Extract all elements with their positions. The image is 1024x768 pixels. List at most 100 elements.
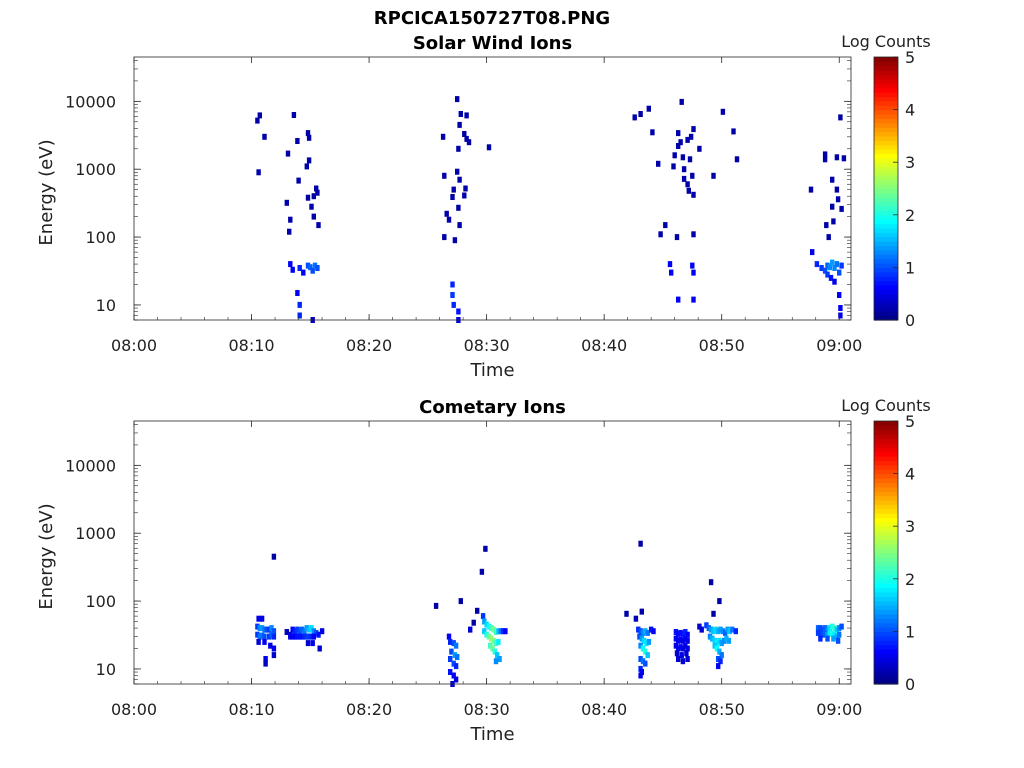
data-cell (830, 203, 835, 210)
data-cell (288, 261, 293, 268)
data-cell (831, 635, 836, 642)
data-cell (832, 278, 837, 285)
colorbar-segment (874, 556, 898, 562)
colorbar-segment (874, 210, 898, 216)
data-cell (684, 650, 689, 657)
data-cell (650, 129, 655, 136)
data-cell (271, 633, 277, 640)
x-tick-label: 08:50 (699, 700, 745, 719)
data-cell (475, 607, 480, 614)
data-cell (638, 672, 643, 679)
data-cell (288, 216, 293, 223)
data-cell (632, 114, 637, 121)
data-cell (311, 213, 316, 220)
data-cell (685, 645, 690, 652)
data-cell (667, 261, 673, 268)
data-cell (711, 172, 716, 179)
data-cell (645, 652, 650, 659)
data-cell (825, 271, 830, 278)
data-cell (259, 632, 265, 639)
colorbar-segment (874, 249, 898, 255)
data-cell (646, 105, 651, 112)
data-cell (306, 626, 312, 633)
data-cell (672, 152, 677, 159)
colorbar-segment (874, 517, 898, 523)
data-cell (663, 222, 668, 229)
data-cell (311, 628, 316, 635)
data-cell (452, 237, 458, 244)
data-cell (271, 652, 277, 659)
colorbar-segment (874, 486, 898, 492)
data-cell (263, 660, 268, 667)
data-cell (271, 628, 277, 635)
data-cell (680, 637, 686, 644)
data-cell (440, 133, 446, 140)
colorbar-segment (874, 600, 898, 606)
data-cell (719, 640, 724, 647)
data-cell (456, 308, 461, 315)
data-cell (834, 633, 840, 640)
data-cell (834, 261, 840, 268)
data-cell (676, 645, 681, 652)
x-tick-label: 09:00 (816, 336, 862, 355)
data-cell (640, 629, 646, 636)
data-cell (673, 635, 679, 642)
data-cell (827, 625, 832, 632)
data-cell (673, 629, 679, 635)
data-cell (673, 642, 679, 649)
data-cell (822, 625, 828, 632)
data-cell (259, 615, 265, 622)
data-cell (687, 156, 693, 163)
colorbar-segment (874, 127, 898, 133)
data-cell (639, 635, 644, 642)
data-cell (299, 626, 305, 633)
data-cell (306, 633, 312, 640)
data-cell (719, 652, 724, 659)
x-tick-label: 08:40 (581, 336, 627, 355)
colorbar-segment (874, 464, 898, 470)
data-cell (712, 642, 717, 649)
data-cell (838, 305, 843, 311)
data-cell (263, 656, 268, 662)
data-cell (257, 633, 262, 640)
data-cell (451, 640, 456, 647)
colorbar-segment (874, 539, 898, 545)
data-cell (309, 633, 314, 640)
data-cell (818, 630, 823, 637)
colorbar-tick-label: 4 (905, 465, 915, 484)
x-tick-label: 08:10 (228, 336, 274, 355)
data-cell (651, 628, 656, 635)
colorbar-segment (874, 166, 898, 172)
data-cell (284, 199, 289, 206)
data-cell (462, 131, 467, 137)
data-cell (818, 625, 823, 632)
data-cell (838, 114, 843, 121)
data-cell (451, 672, 456, 679)
data-cell (685, 181, 690, 188)
colorbar-segment (874, 508, 898, 514)
data-cell (304, 163, 309, 170)
data-cell (268, 642, 273, 649)
data-cell (830, 176, 835, 183)
data-cell (832, 625, 837, 632)
colorbar-segment (874, 65, 898, 71)
colorbar-segment (874, 491, 898, 497)
data-cell (641, 637, 647, 644)
data-cell (291, 112, 297, 118)
data-cell (731, 128, 736, 135)
data-cell (691, 269, 696, 276)
colorbar-segment (874, 565, 898, 571)
data-cell (656, 160, 661, 167)
data-cell (638, 656, 643, 662)
colorbar-tick-label: 3 (905, 517, 915, 536)
data-cell (451, 186, 456, 193)
colorbar-segment (874, 162, 898, 168)
data-cell (486, 144, 492, 151)
plot-frame (133, 56, 852, 321)
data-cell (314, 629, 319, 636)
data-cell (834, 154, 840, 161)
data-cell (834, 626, 840, 633)
data-cell (688, 133, 694, 140)
data-cell (457, 121, 462, 128)
data-cell (456, 145, 461, 152)
